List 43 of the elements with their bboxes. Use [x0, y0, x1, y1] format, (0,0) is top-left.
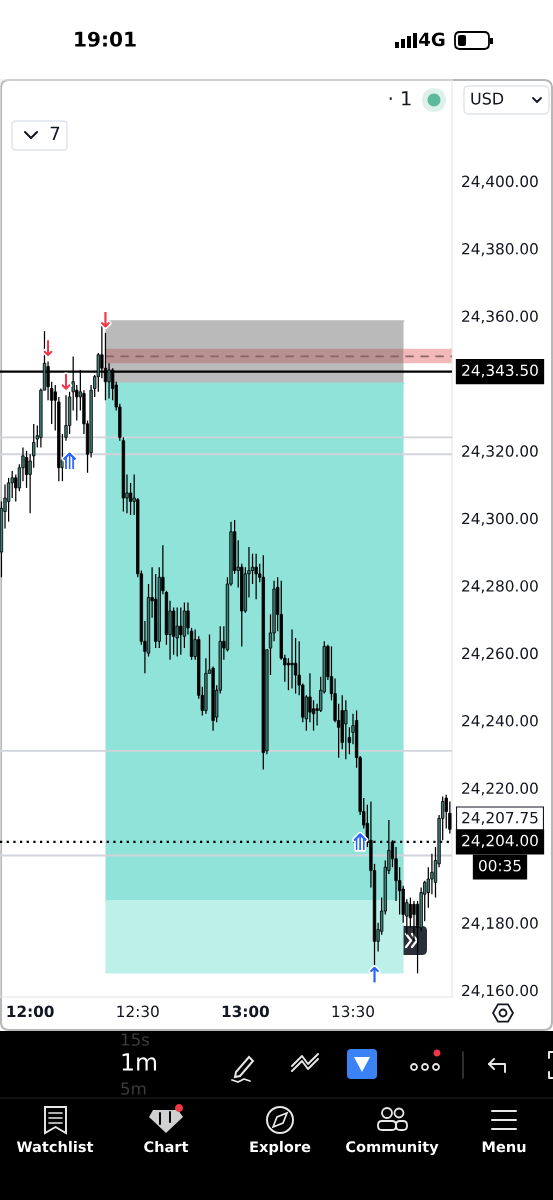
- annotation: · 1: [389, 91, 411, 106]
- y-tick-label: 24,180.00: [462, 917, 538, 931]
- y-tick-label: 24,360.00: [462, 310, 538, 324]
- text: 1m: [122, 1053, 157, 1071]
- text: Community: [346, 1140, 439, 1156]
- y-tick-label: 24,300.00: [462, 512, 538, 526]
- candlestick: [179, 606, 183, 656]
- candlestick: [286, 657, 291, 691]
- candlestick: [254, 553, 258, 600]
- candlestick: [290, 628, 294, 690]
- x-tick-label: 12:00: [7, 1005, 54, 1018]
- text: Explore: [250, 1140, 311, 1156]
- y-tick-label: 24,320.00: [462, 445, 538, 459]
- text: 15s: [121, 1033, 150, 1046]
- text: 24,207.75: [462, 811, 538, 825]
- text: 19:01: [75, 31, 136, 47]
- y-tick-label: 24,220.00: [462, 782, 538, 796]
- y-tick-label: 24,280.00: [462, 580, 538, 594]
- annotation: ⤊: [353, 833, 367, 850]
- y-tick-label: 24,260.00: [462, 647, 538, 661]
- y-tick-label: 24,400.00: [462, 175, 538, 189]
- text: 5m: [121, 1082, 146, 1095]
- y-tick-label: 24,160.00: [462, 984, 538, 998]
- text: Watchlist: [16, 1140, 94, 1153]
- y-tick-label: 24,380.00: [462, 243, 538, 257]
- annotation: 7: [50, 126, 60, 140]
- x-tick-label: 13:30: [332, 1005, 374, 1018]
- annotation: ↓: [101, 311, 110, 328]
- y-tick-label: 24,240.00: [462, 715, 538, 729]
- annotation: ↓: [61, 374, 71, 390]
- x-tick-label: 13:00: [222, 1005, 269, 1018]
- annotation: ⤊: [63, 452, 77, 469]
- candlestick: [344, 699, 348, 760]
- text: Chart: [144, 1140, 189, 1153]
- text: USD: [471, 92, 504, 105]
- text: Menu: [482, 1141, 526, 1153]
- ref-line-label: 24,204.00: [462, 834, 538, 848]
- ref-line-label: 24,343.50: [462, 364, 538, 378]
- annotation: ↑: [370, 966, 379, 983]
- candlestick: [107, 362, 111, 400]
- text: 00:35: [478, 859, 521, 872]
- x-tick-label: 12:30: [117, 1005, 159, 1018]
- text: 4G: [419, 32, 445, 47]
